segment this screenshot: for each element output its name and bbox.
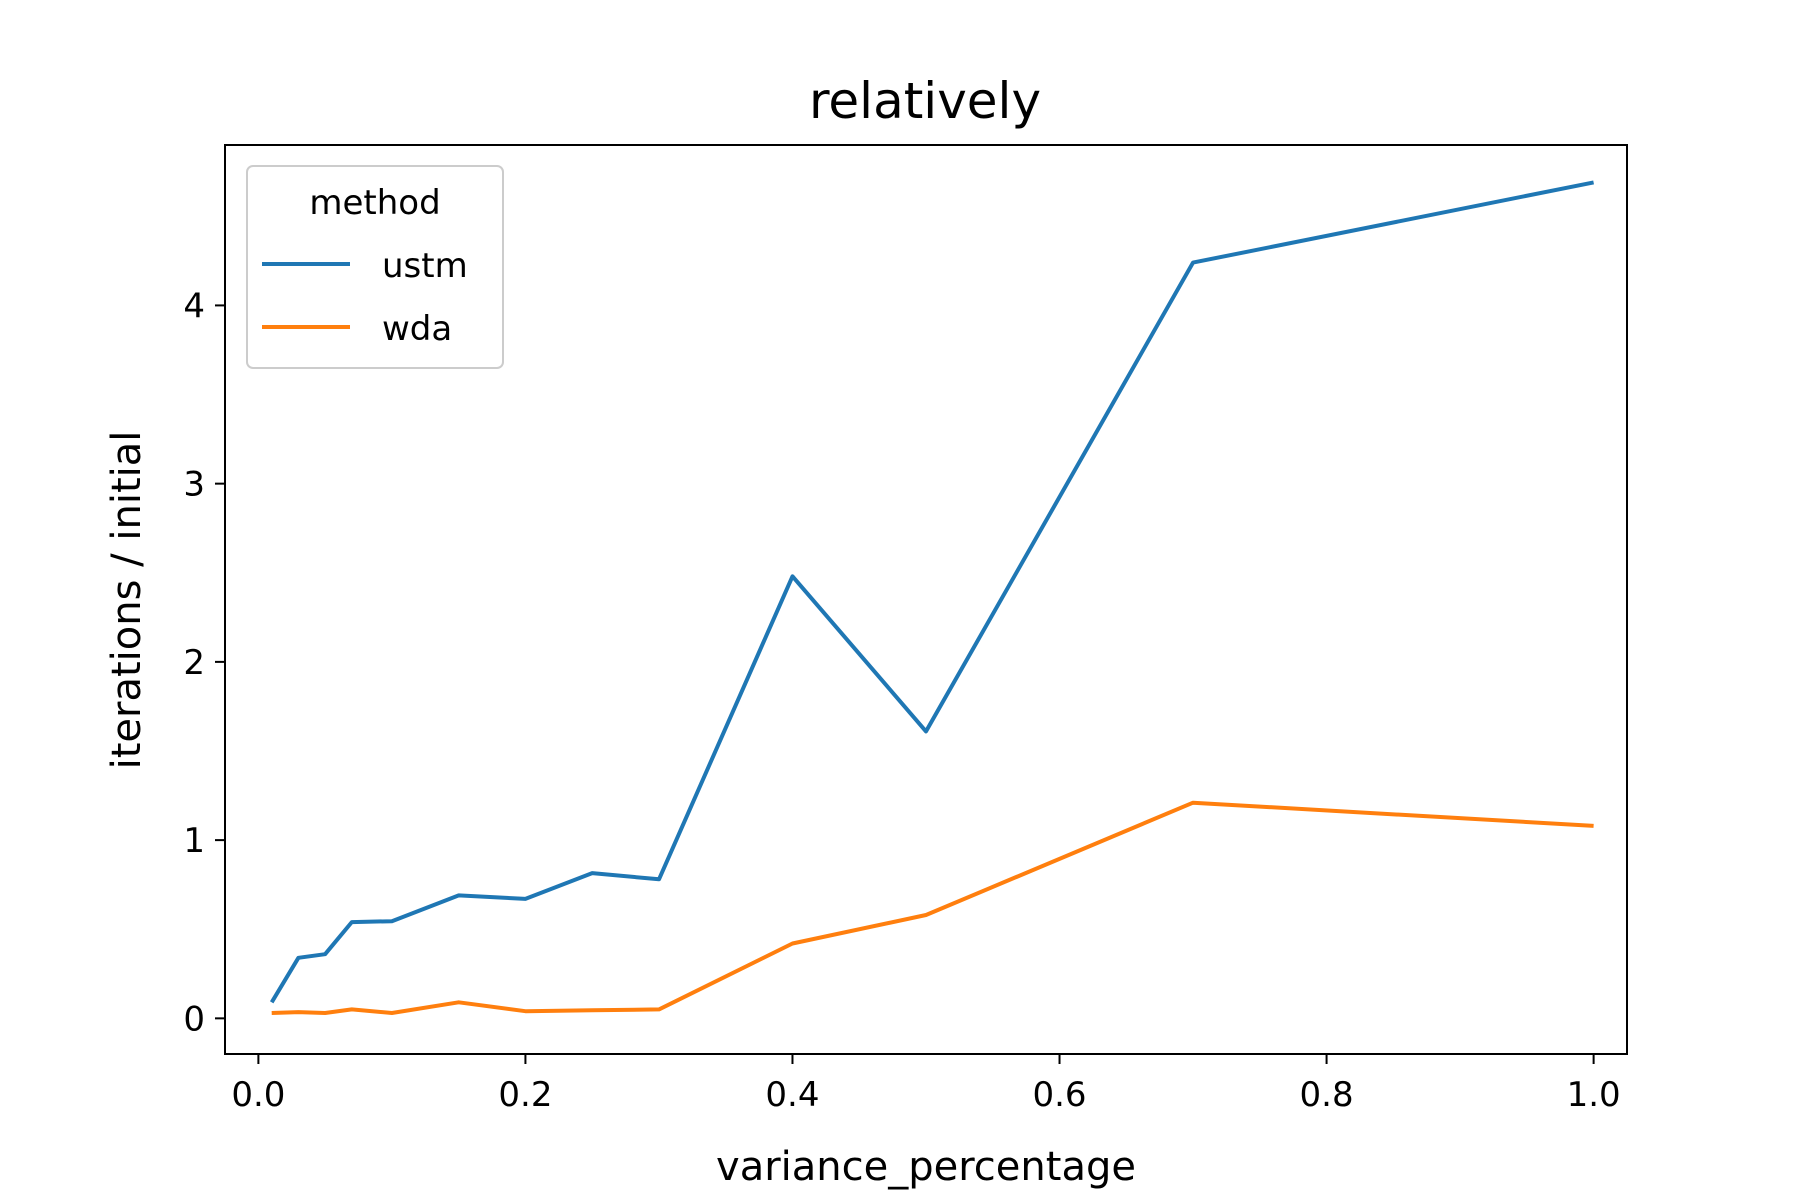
x-tick-label: 0.4 [765,1075,819,1115]
x-axis: 0.0 0.2 0.4 0.6 0.8 1.0 [231,1054,1621,1115]
x-tick-label: 0.0 [231,1075,285,1115]
legend-label-ustm: ustm [382,246,468,286]
plot-frame [224,144,1628,1055]
legend-label-wda: wda [382,309,452,349]
x-tick-label: 0.2 [498,1075,552,1115]
y-tick-label: 3 [183,465,205,505]
series-group [269,180,1594,1015]
x-tick-label: 1.0 [1567,1075,1621,1115]
y-axis-label: iterations / initial [104,431,150,770]
chart-title: relatively [809,72,1041,130]
y-tick-label: 1 [183,821,205,861]
y-tick-label: 4 [183,286,205,326]
x-axis-label: variance_percentage [716,1144,1136,1190]
x-tick-label: 0.8 [1300,1075,1354,1115]
x-tick-label: 0.6 [1032,1075,1086,1115]
y-axis: 0 1 2 3 4 [183,286,225,1039]
y-tick-label: 2 [183,643,205,683]
legend-title: method [309,183,440,223]
legend-box [246,165,504,369]
legend: method ustm wda [246,165,504,369]
y-tick-label: 0 [183,999,205,1039]
